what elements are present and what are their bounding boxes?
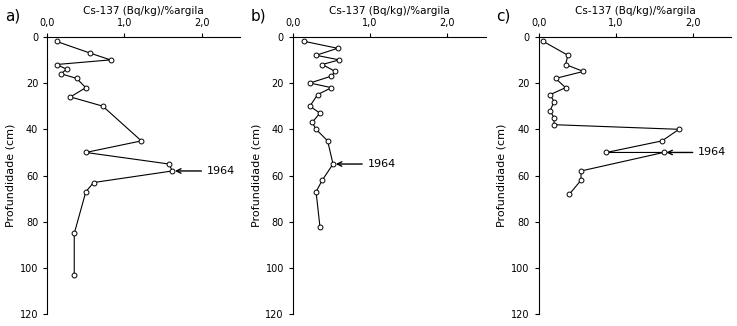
Y-axis label: Profundidade (cm): Profundidade (cm) <box>251 124 261 227</box>
Title: Cs-137 (Bq/kg)/%argila: Cs-137 (Bq/kg)/%argila <box>575 6 696 16</box>
Text: c): c) <box>496 9 511 24</box>
Y-axis label: Profundidade (cm): Profundidade (cm) <box>6 124 15 227</box>
Text: 1964: 1964 <box>177 166 235 176</box>
Y-axis label: Profundidade (cm): Profundidade (cm) <box>497 124 507 227</box>
Text: b): b) <box>251 9 266 24</box>
Text: 1964: 1964 <box>668 147 727 157</box>
Text: 1964: 1964 <box>338 159 396 169</box>
Title: Cs-137 (Bq/kg)/%argila: Cs-137 (Bq/kg)/%argila <box>83 6 204 16</box>
Text: a): a) <box>5 9 20 24</box>
Title: Cs-137 (Bq/kg)/%argila: Cs-137 (Bq/kg)/%argila <box>329 6 450 16</box>
